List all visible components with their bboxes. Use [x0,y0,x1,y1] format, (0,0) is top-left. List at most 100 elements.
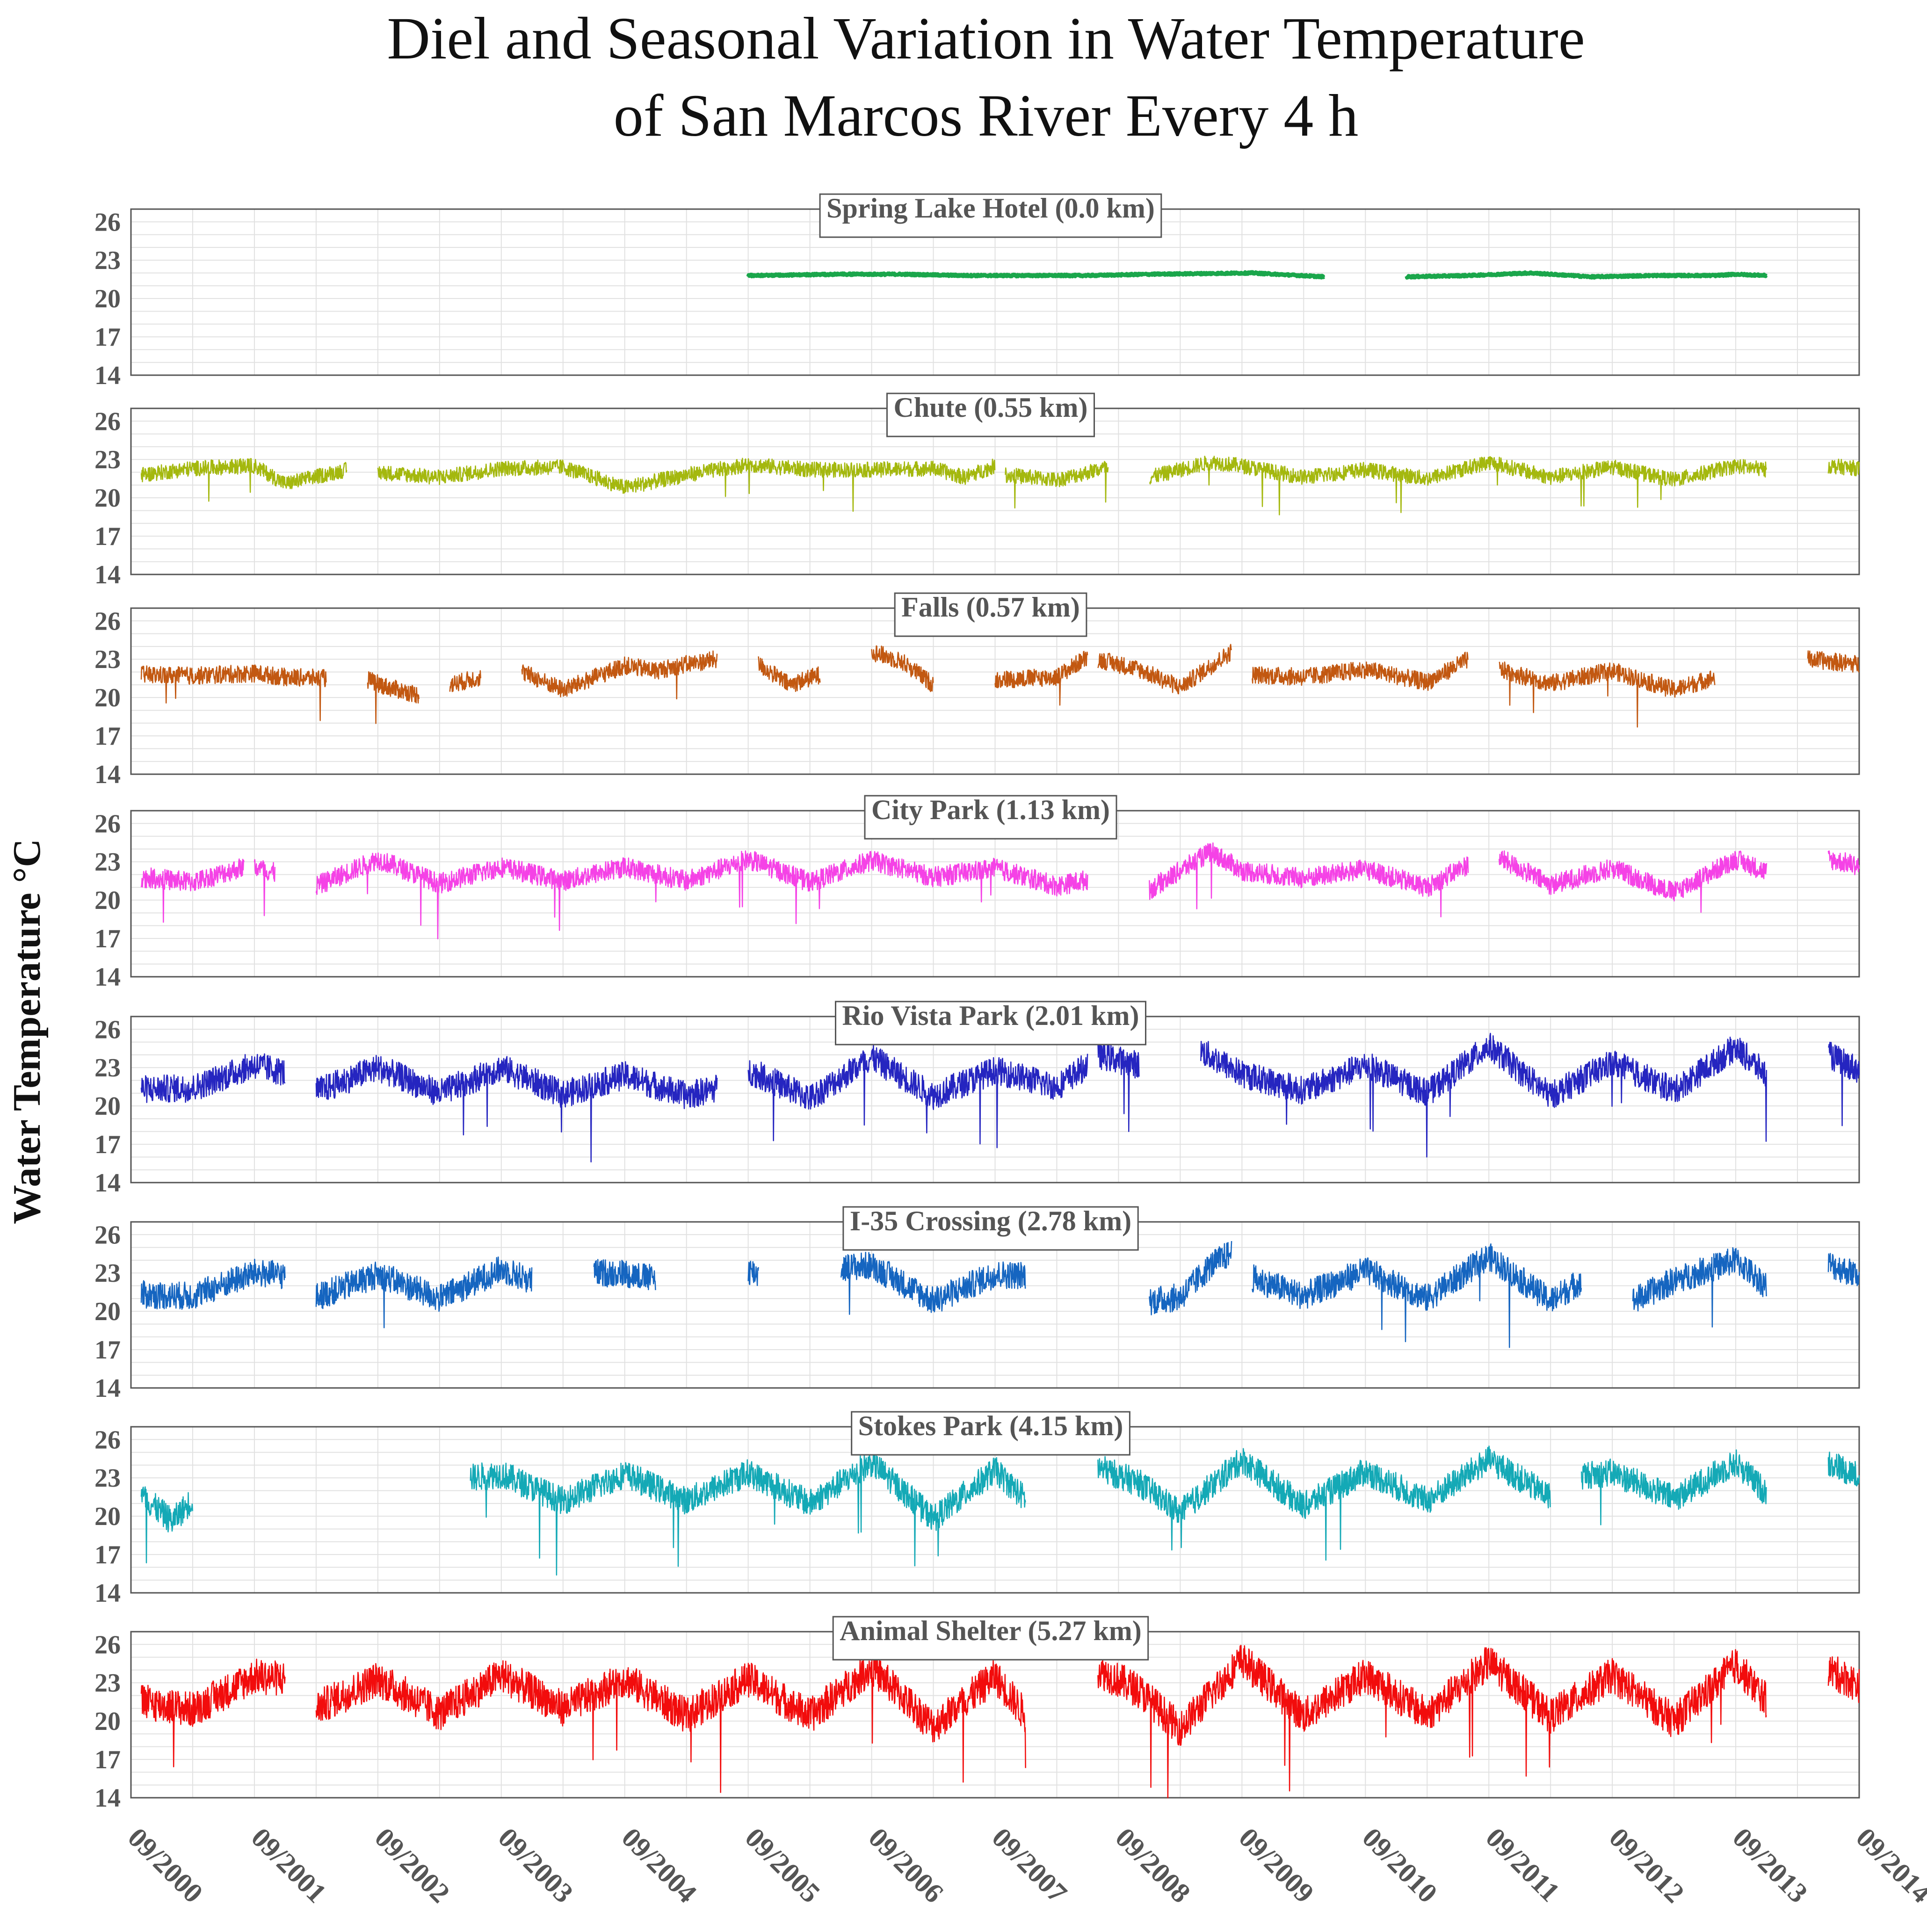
series-line-panel-4-segment-1 [140,858,245,923]
series-line-panel-2-segment-5 [1827,458,1860,477]
panel-3: 14 17 20 23 26 Falls (0.57 km) [94,592,1860,789]
y-tick-label: 23 [94,445,121,474]
series-line-panel-3-segment-9 [1252,652,1469,691]
series-line-panel-3-segment-5 [758,656,821,692]
y-tick-label: 20 [94,284,121,313]
y-tick-label: 20 [94,1092,121,1121]
x-tick-label: 09/2004 [616,1822,703,1909]
series-line-panel-2-segment-3 [1005,461,1109,509]
panel-label: City Park (1.13 km) [864,794,1117,840]
y-tick-label: 26 [94,407,121,436]
y-tick-label: 26 [94,607,121,636]
panel-5: 14 17 20 23 26 Rio Vista Park (2.01 km) [94,1000,1860,1198]
panel-label: Chute (0.55 km) [886,392,1095,437]
y-tick-label: 17 [94,1745,121,1774]
series-line-panel-2-segment-4 [1149,456,1767,516]
panel-label-text: Stokes Park (4.15 km) [858,1410,1123,1441]
series-line-panel-5-segment-2 [315,1054,718,1163]
y-tick-label: 23 [94,848,121,877]
series-line-panel-3-segment-4 [521,650,718,700]
panel-label: Falls (0.57 km) [894,592,1087,637]
x-tick-label: 09/2009 [1233,1822,1320,1909]
series-line-panel-3-segment-3 [449,670,481,692]
x-tick-label: 09/2011 [1480,1822,1565,1908]
y-tick-label: 26 [94,1425,121,1454]
series-line-panel-6-segment-9 [1827,1253,1860,1286]
series-line-panel-3-segment-6 [871,645,934,692]
panel-label-text: City Park (1.13 km) [871,794,1110,825]
series-line-panel-7-segment-1 [140,1486,194,1564]
series-line-panel-3-segment-8 [1097,644,1232,695]
series-line-panel-6-segment-8 [1632,1247,1767,1328]
series-line-panel-7-segment-3 [1097,1445,1551,1561]
y-axis-label: Water Temperature °C [5,839,49,1224]
x-tick-label: 09/2008 [1109,1822,1196,1909]
panel-6: 14 17 20 23 26 I-35 Crossing (2.78 km) [94,1206,1860,1403]
series-line-panel-5-segment-4 [1097,1041,1140,1133]
panel-8: 14 17 20 23 26 Animal Shelter (5.27 km) [94,1615,1860,1813]
series-line-panel-6-segment-5 [840,1251,1026,1315]
x-tick-label: 09/2006 [862,1822,949,1909]
y-tick-label: 26 [94,208,121,237]
series-line-panel-7-segment-2 [470,1450,1026,1576]
panel-label-text: Animal Shelter (5.27 km) [840,1615,1142,1646]
y-tick-label: 14 [94,1579,121,1608]
y-tick-label: 14 [94,1374,121,1403]
series-line-panel-8-segment-3 [1097,1645,1767,1799]
series-line-panel-4-segment-4 [1149,842,1469,918]
series-line-panel-1-segment-1 [746,270,1326,280]
x-tick-label: 09/2012 [1603,1822,1690,1909]
y-tick-label: 17 [94,1336,121,1365]
series-line-panel-4-segment-3 [315,850,1088,940]
series-line-panel-8-segment-2 [315,1651,1026,1793]
panel-7: 14 17 20 23 26 Stokes Park (4.15 km) [94,1410,1860,1608]
y-tick-label: 23 [94,645,121,674]
panel-label-text: Falls (0.57 km) [901,592,1080,623]
y-tick-label: 26 [94,1220,121,1249]
panel-label-box [894,592,1087,637]
y-tick-label: 26 [94,1015,121,1044]
series-line-panel-6-segment-2 [315,1256,533,1329]
y-tick-label: 17 [94,924,121,953]
panel-label: Stokes Park (4.15 km) [851,1410,1130,1456]
panel-label: I-35 Crossing (2.78 km) [842,1206,1139,1251]
panel-label-text: I-35 Crossing (2.78 km) [850,1206,1131,1236]
y-tick-label: 17 [94,323,121,352]
y-tick-label: 23 [94,1053,121,1082]
y-tick-label: 20 [94,683,121,712]
y-tick-label: 17 [94,722,121,751]
y-tick-label: 17 [94,1540,121,1569]
series-line-panel-3-segment-2 [367,671,420,724]
y-tick-label: 26 [94,1630,121,1659]
x-tick-label: 09/2003 [493,1822,580,1909]
series-line-panel-5-segment-1 [140,1053,286,1103]
series-line-panel-6-segment-6 [1149,1241,1232,1315]
panel-label-box [864,795,1117,840]
series-line-panel-7-segment-5 [1827,1452,1860,1487]
x-tick-label: 09/2001 [246,1822,333,1909]
y-tick-label: 20 [94,1707,121,1736]
series-line-panel-3-segment-1 [140,664,327,721]
series-line-panel-8-segment-4 [1827,1656,1860,1703]
panel-label-text: Rio Vista Park (2.01 km) [842,1000,1139,1031]
y-tick-label: 14 [94,760,121,789]
y-tick-label: 17 [94,522,121,551]
series-line-panel-8-segment-1 [140,1658,286,1768]
series-line-panel-6-segment-3 [593,1259,656,1291]
panel-label-text: Spring Lake Hotel (0.0 km) [826,193,1155,224]
x-tick-label: 09/2002 [369,1822,456,1909]
series-line-panel-7-segment-4 [1580,1449,1767,1525]
y-tick-label: 20 [94,1297,121,1326]
series-line-panel-6-segment-7 [1252,1243,1582,1348]
series-line-panel-6-segment-4 [747,1260,759,1286]
series-line-panel-3-segment-11 [1807,650,1860,673]
panel-label-box [835,1001,1146,1046]
x-tick-label: 09/2005 [739,1822,826,1909]
panel-label-box [819,193,1162,238]
y-tick-label: 17 [94,1130,121,1159]
y-tick-label: 23 [94,1669,121,1698]
series-line-panel-2-segment-2 [377,458,996,512]
series-line-panel-4-segment-2 [254,859,276,916]
x-tick-label: 09/2013 [1727,1822,1814,1909]
